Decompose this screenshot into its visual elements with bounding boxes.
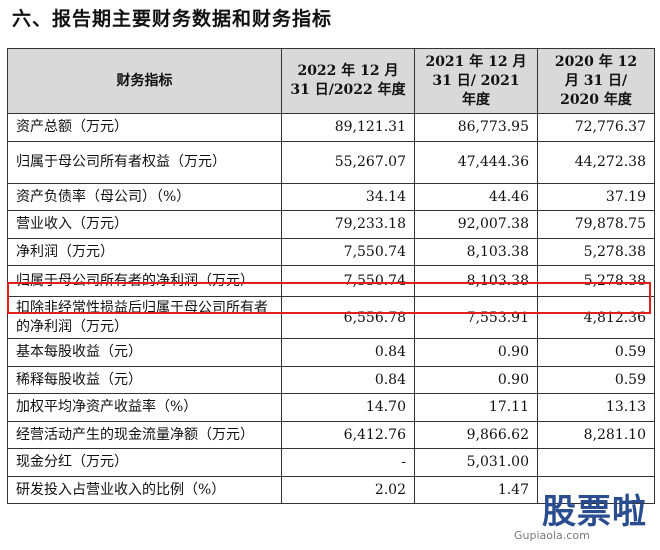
cell-2022: 79,233.18 xyxy=(281,210,415,239)
row-label: 资产负债率（母公司）（%） xyxy=(7,182,282,211)
row-label: 归属于母公司所有者的净利润（万元） xyxy=(7,265,282,297)
table-row: 经营活动产生的现金流量净额（万元） 6,412.76 9,866.62 8,28… xyxy=(7,420,655,449)
cell-2021: 5,031.00 xyxy=(414,448,538,477)
watermark: 股票啦 Gupiaola.com xyxy=(502,484,652,546)
row-label: 归属于母公司所有者权益（万元） xyxy=(7,140,282,184)
table-row: 稀释每股收益（元） 0.84 0.90 0.59 xyxy=(7,365,655,394)
header-2022: 2022 年 12 月 31 日/2022 年度 xyxy=(281,48,415,114)
table-row: 基本每股收益（元） 0.84 0.90 0.59 xyxy=(7,338,655,367)
cell-2020: 0.59 xyxy=(537,338,655,367)
cell-2021: 9,866.62 xyxy=(414,420,538,449)
table-row: 研发投入占营业收入的比例（%） 2.02 1.47 xyxy=(7,475,655,504)
cell-2022: 0.84 xyxy=(281,338,415,367)
cell-2020: 8,281.10 xyxy=(537,420,655,449)
table-header-row: 财务指标 2022 年 12 月 31 日/2022 年度 2021 年 12 … xyxy=(7,48,655,114)
cell-2021: 47,444.36 xyxy=(414,140,538,184)
row-label: 稀释每股收益（元） xyxy=(7,365,282,394)
cell-2021: 44.46 xyxy=(414,182,538,211)
cell-2021: 0.90 xyxy=(414,338,538,367)
table-row: 营业收入（万元） 79,233.18 92,007.38 79,878.75 xyxy=(7,210,655,239)
table-row: 加权平均净资产收益率（%） 14.70 17.11 13.13 xyxy=(7,393,655,422)
cell-2021: 0.90 xyxy=(414,365,538,394)
row-label: 营业收入（万元） xyxy=(7,210,282,239)
financial-indicators-table: 财务指标 2022 年 12 月 31 日/2022 年度 2021 年 12 … xyxy=(7,48,655,504)
cell-2020 xyxy=(537,448,655,477)
cell-2022: 6,412.76 xyxy=(281,420,415,449)
cell-2021: 8,103.38 xyxy=(414,237,538,266)
header-2020: 2020 年 12 月 31 日/ 2020 年度 xyxy=(537,48,655,114)
cell-2021: 86,773.95 xyxy=(414,113,538,142)
table-row: 资产总额（万元） 89,121.31 86,773.95 72,776.37 xyxy=(7,113,655,142)
cell-2022: 89,121.31 xyxy=(281,113,415,142)
table-row: 扣除非经常性损益后归属于母公司所有者的净利润（万元） 6,556.78 7,55… xyxy=(7,296,655,339)
table-row: 资产负债率（母公司）（%） 34.14 44.46 37.19 xyxy=(7,182,655,211)
cell-2020: 72,776.37 xyxy=(537,113,655,142)
cell-2020: 13.13 xyxy=(537,393,655,422)
cell-2022: 7,550.74 xyxy=(281,265,415,297)
watermark-url: Gupiaola.com xyxy=(514,529,590,542)
table-row: 净利润（万元） 7,550.74 8,103.38 5,278.38 xyxy=(7,237,655,266)
table-row: 现金分红（万元） - 5,031.00 xyxy=(7,448,655,477)
cell-2022: 34.14 xyxy=(281,182,415,211)
row-label: 资产总额（万元） xyxy=(7,113,282,142)
cell-2022: 7,550.74 xyxy=(281,237,415,266)
cell-2021: 92,007.38 xyxy=(414,210,538,239)
cell-2020: 37.19 xyxy=(537,182,655,211)
table-row: 归属于母公司所有者权益（万元） 55,267.07 47,444.36 44,2… xyxy=(7,140,655,184)
cell-2022: 2.02 xyxy=(281,475,415,504)
cell-2021: 7,553.91 xyxy=(414,296,538,339)
row-label: 基本每股收益（元） xyxy=(7,338,282,367)
cell-2020: 79,878.75 xyxy=(537,210,655,239)
header-2021: 2021 年 12 月 31 日/ 2021 年度 xyxy=(414,48,538,114)
cell-2021: 8,103.38 xyxy=(414,265,538,297)
cell-2020: 0.59 xyxy=(537,365,655,394)
cell-2020: 4,812.36 xyxy=(537,296,655,339)
row-label: 净利润（万元） xyxy=(7,237,282,266)
header-indicator: 财务指标 xyxy=(7,48,282,114)
cell-2020: 5,278.38 xyxy=(537,237,655,266)
cell-2021: 17.11 xyxy=(414,393,538,422)
cell-2022: - xyxy=(281,448,415,477)
watermark-logo: 股票啦 xyxy=(542,492,647,532)
row-label: 加权平均净资产收益率（%） xyxy=(7,393,282,422)
section-title: 六、报告期主要财务数据和财务指标 xyxy=(12,8,333,30)
cell-2022: 55,267.07 xyxy=(281,140,415,184)
cell-2020: 5,278.38 xyxy=(537,265,655,297)
cell-2020 xyxy=(537,475,655,504)
row-label: 扣除非经常性损益后归属于母公司所有者的净利润（万元） xyxy=(7,296,282,339)
cell-2022: 0.84 xyxy=(281,365,415,394)
table-row-highlighted: 归属于母公司所有者的净利润（万元） 7,550.74 8,103.38 5,27… xyxy=(7,265,655,297)
row-label: 研发投入占营业收入的比例（%） xyxy=(7,475,282,504)
cell-2022: 14.70 xyxy=(281,393,415,422)
cell-2020: 44,272.38 xyxy=(537,140,655,184)
row-label: 现金分红（万元） xyxy=(7,448,282,477)
cell-2022: 6,556.78 xyxy=(281,296,415,339)
row-label: 经营活动产生的现金流量净额（万元） xyxy=(7,420,282,449)
